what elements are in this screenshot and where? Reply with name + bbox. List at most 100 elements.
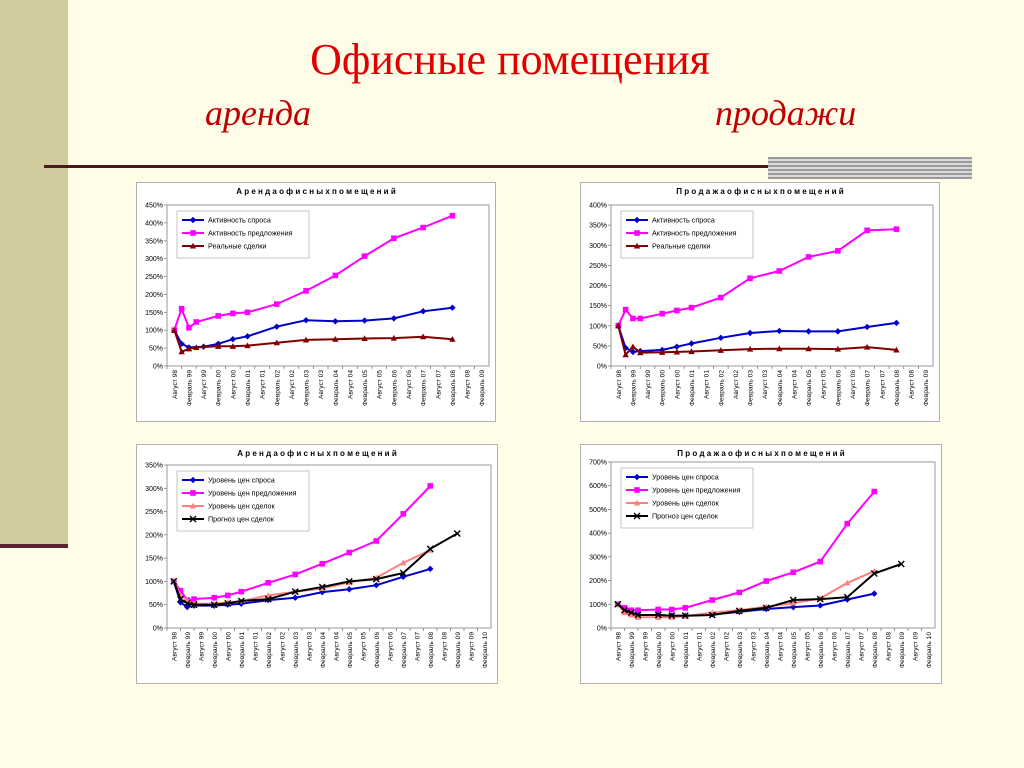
data-point — [420, 224, 426, 231]
data-point — [372, 575, 380, 583]
x-tick-label: Февраль 08 — [894, 370, 901, 406]
data-point — [790, 599, 797, 606]
data-point — [185, 345, 193, 352]
y-tick-label: 0% — [153, 626, 163, 633]
data-point — [273, 323, 280, 330]
x-tick-label: Август 00 — [669, 632, 676, 661]
x-tick-label: Февраль 02 — [718, 370, 725, 406]
x-tick-label: Февраль 08 — [872, 632, 879, 668]
legend-label: Уровень цен сделок — [208, 502, 276, 511]
data-point — [244, 309, 251, 316]
data-point — [615, 322, 622, 329]
legend-marker — [189, 476, 197, 484]
data-point — [449, 304, 456, 311]
data-point — [871, 590, 878, 597]
legend-marker — [634, 487, 640, 493]
data-point — [332, 272, 339, 279]
y-tick-label: 50% — [149, 346, 163, 353]
left-band-underline — [0, 544, 68, 548]
data-point — [776, 268, 783, 274]
x-tick-label: Август 07 — [435, 370, 442, 399]
data-point — [292, 571, 299, 578]
x-tick-label: Август 04 — [333, 632, 340, 661]
legend-box — [176, 210, 310, 259]
data-point — [265, 592, 272, 598]
data-point — [681, 612, 689, 620]
data-point — [318, 583, 326, 591]
x-tick-label: Февраль 99 — [630, 370, 637, 406]
x-tick-label: Август 09 — [912, 632, 919, 661]
x-tick-label: Август 03 — [318, 370, 325, 399]
x-tick-label: Август 05 — [821, 370, 828, 399]
data-point — [229, 343, 237, 349]
x-tick-label: Август 00 — [225, 632, 232, 661]
x-tick-label: Август 02 — [723, 632, 730, 661]
data-point — [244, 333, 251, 340]
y-tick-label: 250% — [145, 509, 163, 516]
legend-marker — [633, 473, 641, 481]
data-point — [805, 254, 812, 260]
data-point — [224, 599, 232, 607]
legend-marker — [189, 242, 197, 249]
data-point — [834, 345, 842, 352]
data-point — [844, 520, 851, 527]
y-tick-label: 0% — [153, 364, 163, 371]
legend-box — [620, 210, 754, 259]
x-tick-label: Август 06 — [831, 632, 838, 661]
data-point — [776, 345, 783, 352]
x-tick-label: Февраль 09 — [899, 632, 906, 668]
data-point — [871, 488, 878, 495]
y-tick-label: 350% — [589, 223, 607, 230]
data-point — [361, 335, 368, 342]
x-tick-label: Август 03 — [750, 632, 757, 661]
left-decorative-band — [0, 0, 68, 548]
data-point — [178, 348, 185, 355]
x-tick-label: Август 07 — [879, 370, 886, 399]
data-point — [373, 538, 380, 544]
data-point — [265, 580, 272, 586]
data-point — [688, 304, 695, 311]
x-tick-label: Август 05 — [360, 632, 367, 661]
x-tick-label: Февраль 03 — [748, 370, 755, 406]
y-tick-label: 600% — [589, 483, 607, 490]
y-tick-label: 400% — [589, 203, 607, 210]
data-point — [629, 343, 637, 350]
data-point — [622, 306, 629, 313]
data-point — [863, 323, 871, 331]
x-tick-label: Август 98 — [615, 632, 622, 661]
y-tick-label: 300% — [589, 554, 607, 561]
data-point — [673, 348, 681, 355]
x-tick-label: Август 99 — [645, 370, 652, 399]
data-point — [224, 592, 231, 599]
data-point — [717, 347, 724, 353]
legend-marker — [633, 216, 641, 224]
x-tick-label: Февраль 01 — [683, 632, 690, 668]
data-point — [635, 607, 641, 614]
data-point — [893, 346, 900, 353]
x-tick-label: Август 02 — [733, 370, 740, 399]
y-tick-label: 200% — [589, 578, 607, 585]
data-point — [449, 335, 456, 342]
y-tick-label: 450% — [145, 203, 163, 210]
data-point — [346, 586, 353, 593]
x-tick-label: Февраль 07 — [865, 370, 872, 406]
x-tick-label: Февраль 07 — [845, 632, 852, 668]
data-point — [668, 614, 675, 620]
x-tick-label: Февраль 06 — [835, 370, 842, 406]
data-point — [184, 603, 191, 611]
data-point — [659, 310, 666, 317]
x-tick-label: Февраль 02 — [274, 370, 281, 406]
data-point — [621, 609, 628, 616]
data-point — [319, 588, 326, 596]
series-group — [171, 212, 456, 334]
data-point — [816, 595, 824, 603]
legend-label: Реальные сделки — [652, 242, 710, 251]
x-tick-label: Август 02 — [279, 632, 286, 661]
data-point — [291, 588, 299, 596]
legend-marker — [634, 230, 640, 236]
x-tick-label: Февраль 05 — [347, 632, 354, 668]
chart-sales-activity: П р о д а ж а о ф и с н ы х п о м е щ е … — [580, 182, 940, 422]
y-tick-label: 350% — [145, 463, 163, 470]
data-point — [790, 603, 797, 611]
x-tick-label: Февраль 05 — [791, 632, 798, 668]
